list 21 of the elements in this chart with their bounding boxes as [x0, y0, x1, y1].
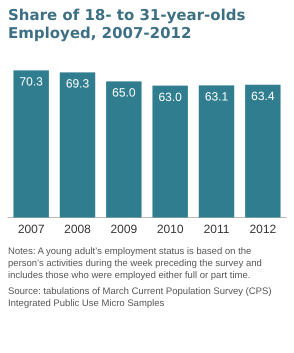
x-tick-label: 2010: [156, 222, 184, 236]
data-label: 63.0: [158, 90, 182, 104]
data-label: 63.1: [204, 90, 228, 104]
bar: [245, 84, 281, 218]
data-label: 65.0: [112, 86, 136, 100]
x-tick-label: 2009: [110, 222, 138, 236]
x-tick-label: 2008: [64, 222, 92, 236]
x-tick-label: 2011: [204, 222, 230, 236]
bar: [60, 72, 96, 218]
bar: [198, 85, 234, 218]
x-tick-label: 2012: [249, 222, 277, 236]
data-label: 63.4: [251, 89, 275, 104]
bar: [106, 81, 142, 218]
text: Notes: A young adult’s employment status is based on the person’s activities during the week preceding the survey and includes those who were employed either full or part time.: [8, 246, 263, 282]
x-tick-label: 2007: [18, 222, 45, 236]
bar: [152, 86, 188, 218]
data-label: 70.3: [19, 74, 44, 89]
chart-title: Share of 18- to 31-year-olds Employed, 2007-2012: [8, 6, 246, 42]
source-note: Source: tabulations of March Current Population Survey (CPS) Integrated Public Use Micro Samples: [8, 286, 272, 310]
data-label: 69.3: [66, 76, 90, 91]
bar: [13, 70, 49, 218]
